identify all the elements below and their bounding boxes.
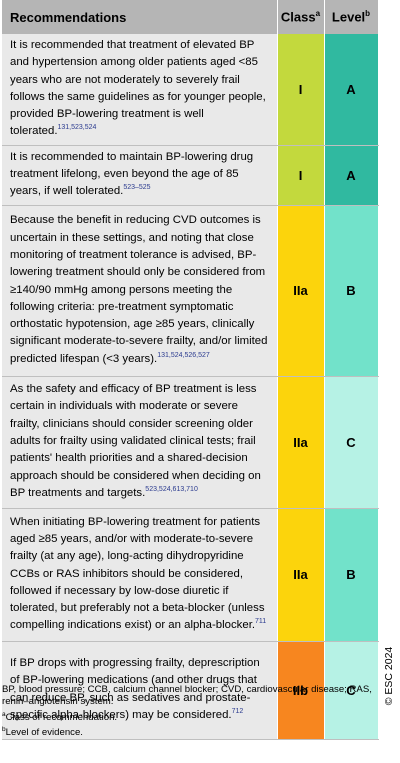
class-cell: IIa	[277, 205, 325, 377]
copyright-watermark: © ESC 2024	[380, 636, 398, 716]
recommendation-text: It is recommended that treatment of elev…	[10, 39, 266, 138]
recommendations-table-wrap: Recommendations Classa Levelb It is reco…	[2, 0, 379, 740]
table-header-row: Recommendations Classa Levelb	[2, 0, 379, 34]
table-row: It is recommended that treatment of elev…	[2, 34, 379, 146]
table-row: When initiating BP-lowering treatment fo…	[2, 508, 379, 642]
footnote-a-marker: a	[2, 710, 6, 718]
header-recommendations: Recommendations	[2, 0, 278, 34]
table-row: If BP drops with progressing frailty, de…	[2, 641, 379, 740]
recommendation-text-cell: It is recommended to maintain BP-lowerin…	[2, 145, 278, 206]
recommendation-text-cell: When initiating BP-lowering treatment fo…	[2, 508, 278, 642]
reference-numbers: 131,524,526,527	[157, 351, 210, 359]
class-cell: I	[277, 34, 325, 146]
level-cell: C	[324, 641, 379, 740]
reference-numbers: 523,524,613,710	[145, 486, 198, 494]
recommendation-text-cell: As the safety and efficacy of BP treatme…	[2, 376, 278, 509]
level-cell: B	[324, 205, 379, 377]
header-class-footnote-marker: a	[315, 9, 321, 19]
table-row: It is recommended to maintain BP-lowerin…	[2, 145, 379, 206]
recommendation-text: As the safety and efficacy of BP treatme…	[10, 383, 261, 499]
reference-numbers: 711	[255, 618, 267, 626]
footnote-b-marker: b	[2, 726, 6, 734]
header-class-label: Class	[280, 9, 316, 25]
table-footnotes: BP, blood pressure; CCB, calcium channel…	[2, 684, 378, 740]
recommendation-text-cell: If BP drops with progressing frailty, de…	[2, 641, 278, 740]
footnote-a-text: Class of recommendation.	[5, 711, 118, 723]
header-class: Classa	[277, 0, 325, 34]
recommendation-text: Because the benefit in reducing CVD outc…	[10, 214, 268, 365]
class-cell: IIa	[277, 376, 325, 509]
class-cell: I	[277, 145, 325, 206]
header-level-footnote-marker: b	[365, 9, 371, 19]
footnote-b: bLevel of evidence.	[2, 724, 378, 739]
table-row: Because the benefit in reducing CVD outc…	[2, 205, 379, 377]
level-cell: C	[324, 376, 379, 509]
recommendation-text: It is recommended to maintain BP-lowerin…	[10, 150, 254, 198]
level-cell: A	[324, 34, 379, 146]
footnote-b-text: Level of evidence.	[5, 727, 83, 739]
abbreviations-note: BP, blood pressure; CCB, calcium channel…	[2, 684, 372, 708]
recommendation-text: When initiating BP-lowering treatment fo…	[10, 515, 265, 632]
level-cell: B	[324, 508, 379, 642]
class-cell: IIa	[277, 508, 325, 642]
footnote-a: aClass of recommendation.	[2, 709, 378, 724]
recommendation-text-cell: It is recommended that treatment of elev…	[2, 34, 278, 146]
header-level: Levelb	[324, 0, 379, 34]
recommendation-text-cell: Because the benefit in reducing CVD outc…	[2, 205, 278, 377]
reference-numbers: 131,523,524	[57, 124, 97, 132]
class-cell: IIb	[277, 641, 325, 740]
recommendation-text: If BP drops with progressing frailty, de…	[10, 657, 260, 721]
reference-numbers: 523–525	[123, 184, 151, 192]
reference-numbers: 712	[231, 708, 244, 716]
header-level-label: Level	[331, 9, 366, 25]
table-row: As the safety and efficacy of BP treatme…	[2, 376, 379, 509]
copyright-text: © ESC 2024	[383, 646, 395, 706]
recommendations-table: Recommendations Classa Levelb It is reco…	[2, 0, 379, 740]
level-cell: A	[324, 145, 379, 206]
